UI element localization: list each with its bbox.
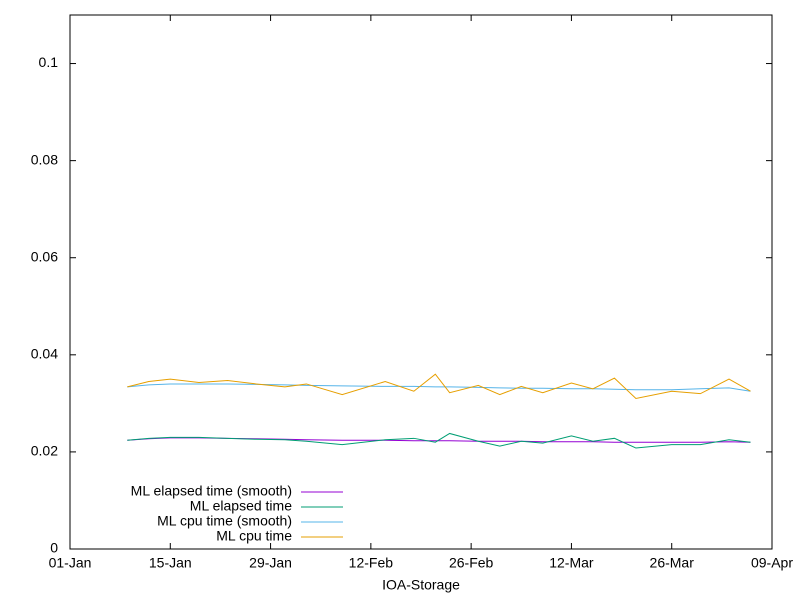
y-tick-label: 0.02 xyxy=(31,443,58,459)
plot-frame xyxy=(69,14,773,550)
x-tick-label: 26-Mar xyxy=(650,555,695,571)
y-tick-label: 0 xyxy=(50,540,58,556)
y-tick-label: 0.1 xyxy=(39,54,59,70)
x-tick-label: 12-Feb xyxy=(349,555,394,571)
x-tick-label: 29-Jan xyxy=(249,555,292,571)
legend-label: ML cpu time (smooth) xyxy=(157,513,292,529)
x-axis-label: IOA-Storage xyxy=(382,577,460,593)
x-tick-label: 15-Jan xyxy=(149,555,192,571)
x-tick-label: 09-Apr xyxy=(751,555,793,571)
legend-label: ML elapsed time (smooth) xyxy=(131,483,292,499)
legend-label: ML elapsed time xyxy=(190,498,292,514)
x-tick-label: 01-Jan xyxy=(49,555,92,571)
y-tick-label: 0.04 xyxy=(31,346,58,362)
series-line xyxy=(127,373,751,400)
y-tick-label: 0.06 xyxy=(31,248,58,264)
series-line xyxy=(127,383,751,392)
y-tick-label: 0.08 xyxy=(31,151,58,167)
series-line xyxy=(127,432,751,449)
x-tick-label: 12-Mar xyxy=(549,555,594,571)
x-tick-label: 26-Feb xyxy=(449,555,494,571)
legend-label: ML cpu time xyxy=(216,528,292,544)
